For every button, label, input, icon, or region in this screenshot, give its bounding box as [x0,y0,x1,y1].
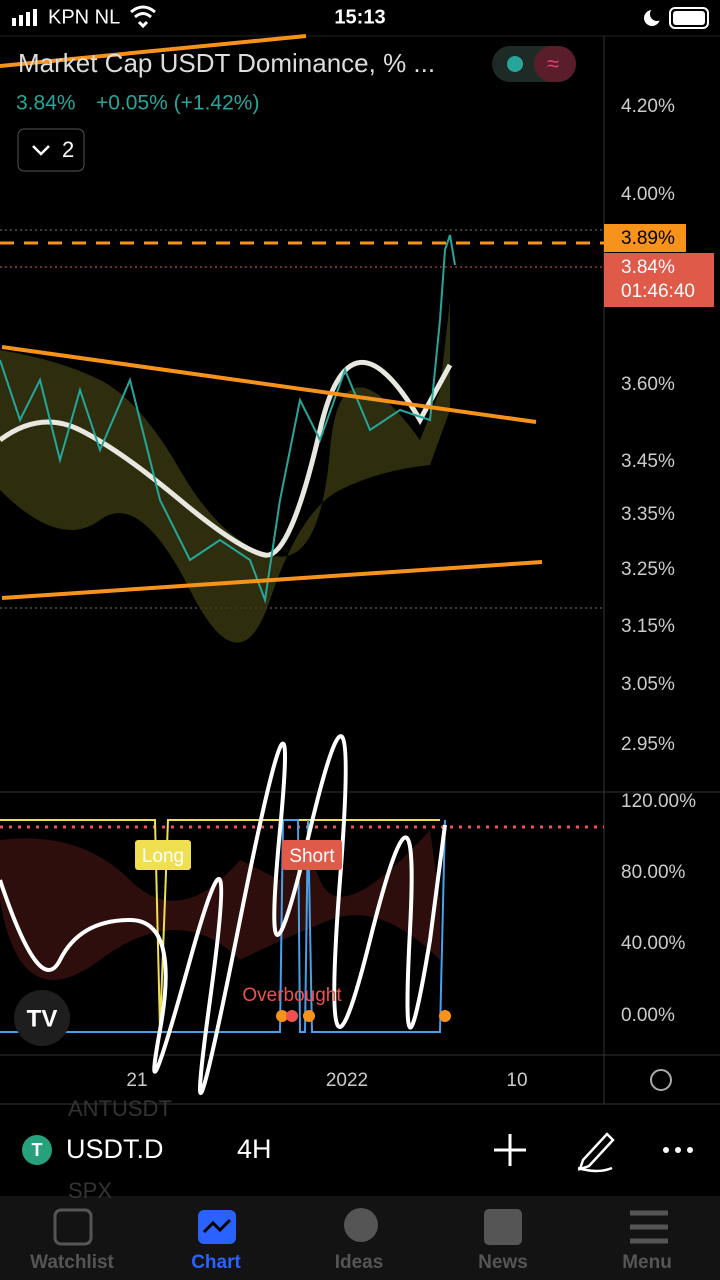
symbol[interactable]: USDT.D [66,1134,164,1164]
price-change: +0.05% (+1.42%) [96,92,259,115]
svg-text:T: T [32,1140,43,1160]
time-axis-label: 21 [126,1070,147,1091]
tab-label[interactable]: News [478,1252,528,1273]
time-axis-label: 10 [506,1070,527,1091]
last-price: 3.84% [16,92,76,115]
annotation: Long [142,846,184,867]
price-axis-label: 3.25% [621,559,675,580]
ghost-symbol: ANTUSDT [68,1096,172,1121]
annotation: Overbought [242,985,342,1006]
indicator-toggle[interactable] [17,128,85,172]
tv-logo [14,990,70,1046]
ghost-symbol: SPX [68,1178,112,1203]
osc-axis-label: 40.00% [621,933,686,954]
osc-axis-label: 120.00% [621,791,696,812]
signal [12,9,37,26]
tab-label[interactable]: Menu [622,1252,672,1273]
draw-icon[interactable] [577,1132,615,1173]
indicator-count[interactable]: 2 [62,137,74,162]
price-axis-label: 3.15% [621,616,675,637]
last-tag: 3.84% [621,257,675,278]
svg-text:TV: TV [27,1005,58,1032]
svg-text:≈: ≈ [547,51,559,76]
price-line [0,234,456,604]
tab-label[interactable]: Ideas [335,1252,384,1273]
price-axis-label: 4.20% [621,96,675,117]
price-axis-label: 4.00% [621,184,675,205]
osc-axis-label: 0.00% [621,1005,675,1026]
chart-title: Market Cap USDT Dominance, % ... [18,48,435,78]
high-tag: 3.89% [621,228,675,249]
settings-icon[interactable] [650,1069,672,1091]
price-axis-label: 3.45% [621,451,675,472]
wifi-icon [130,5,156,29]
price-axis-label: 3.60% [621,374,675,395]
annotation: Short [289,846,335,867]
interval[interactable]: 4H [237,1134,272,1164]
countdown: 01:46:40 [621,281,695,302]
battery [669,7,709,29]
price-axis-label: 2.95% [621,734,675,755]
time-axis-label: 2022 [326,1070,368,1091]
band [0,300,450,643]
price-axis-label: 3.05% [621,674,675,695]
clock: 15:13 [334,6,385,28]
carrier: KPN NL [48,6,120,28]
oscillator-line [0,734,447,1095]
price-axis-label: 3.35% [621,504,675,525]
tab-label[interactable]: Watchlist [30,1252,114,1273]
osc-axis-label: 80.00% [621,862,686,883]
tab-label[interactable]: Chart [191,1252,241,1273]
